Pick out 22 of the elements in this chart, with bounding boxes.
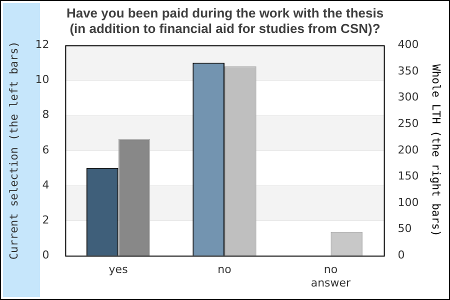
y2-tick-label: 150: [398, 170, 419, 183]
y-tick-label: 8: [42, 108, 50, 122]
y2-tick-label: 400: [398, 38, 419, 52]
y2-tick-label: 350: [398, 64, 419, 78]
y-tick-label: 2: [42, 213, 50, 226]
y-tick-label: 4: [42, 178, 50, 192]
y2-tick-label: 50: [398, 222, 412, 236]
y-tick-label: 12: [35, 38, 50, 52]
y-tick-label: 10: [35, 73, 50, 86]
y2-tick-label: 100: [398, 196, 419, 209]
x-tick-label: no answer: [310, 263, 352, 290]
y2-tick-label: 300: [398, 90, 419, 104]
chart-title: Have you been paid during the work with the thesis (in addition to financial aid for studies from CSN)?: [66, 5, 384, 36]
y-tick-label: 6: [42, 143, 50, 156]
y2-tick-label: 0: [398, 248, 405, 262]
y-tick-label: 0: [42, 248, 50, 262]
y-axis-title: Current selection (the left bars): [7, 41, 20, 260]
y2-tick-label: 250: [398, 116, 419, 130]
y2-tick-label: 200: [398, 143, 419, 156]
x-tick-label: yes: [108, 263, 128, 276]
x-tick-label: no: [218, 263, 232, 276]
y2-axis-title: Whole LTH (the right bars): [430, 64, 443, 236]
